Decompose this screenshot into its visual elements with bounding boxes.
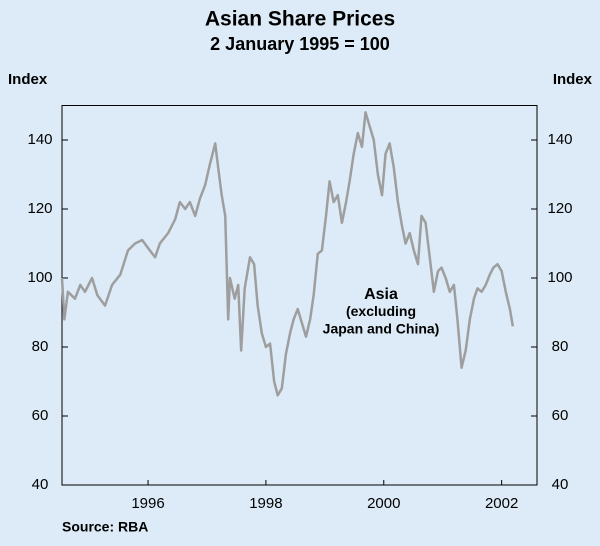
y2-tick-label: 40 [552,476,569,493]
y-tick-label: 40 [32,476,49,493]
y-tick-label: 60 [32,407,49,424]
y-tick-label: 120 [27,200,52,217]
chart-title: Asian Share Prices [205,8,395,31]
source: Source: RBA [62,519,148,535]
x-tick-label: 1996 [131,495,164,512]
y2-tick-label: 80 [552,338,569,355]
y-tick-label: 80 [32,338,49,355]
y2-tick-label: 60 [552,407,569,424]
x-tick-label: 2002 [485,495,518,512]
chart-subtitle: 2 January 1995 = 100 [210,34,390,54]
y-axis-label: Index [8,71,48,88]
annotation: (excluding [346,303,416,319]
line-series [60,111,515,397]
annotation: Japan and China) [323,321,440,337]
y-tick-label: 140 [27,131,52,148]
y2-tick-label: 120 [547,200,572,217]
y-tick-label: 100 [27,269,52,286]
annotation: Asia [364,286,398,303]
x-tick-label: 1998 [249,495,282,512]
y2-tick-label: 140 [547,131,572,148]
plot-frame [61,105,538,486]
y2-tick-label: 100 [547,269,572,286]
x-tick-label: 2000 [367,495,400,512]
y2-axis-label: Index [553,71,593,88]
